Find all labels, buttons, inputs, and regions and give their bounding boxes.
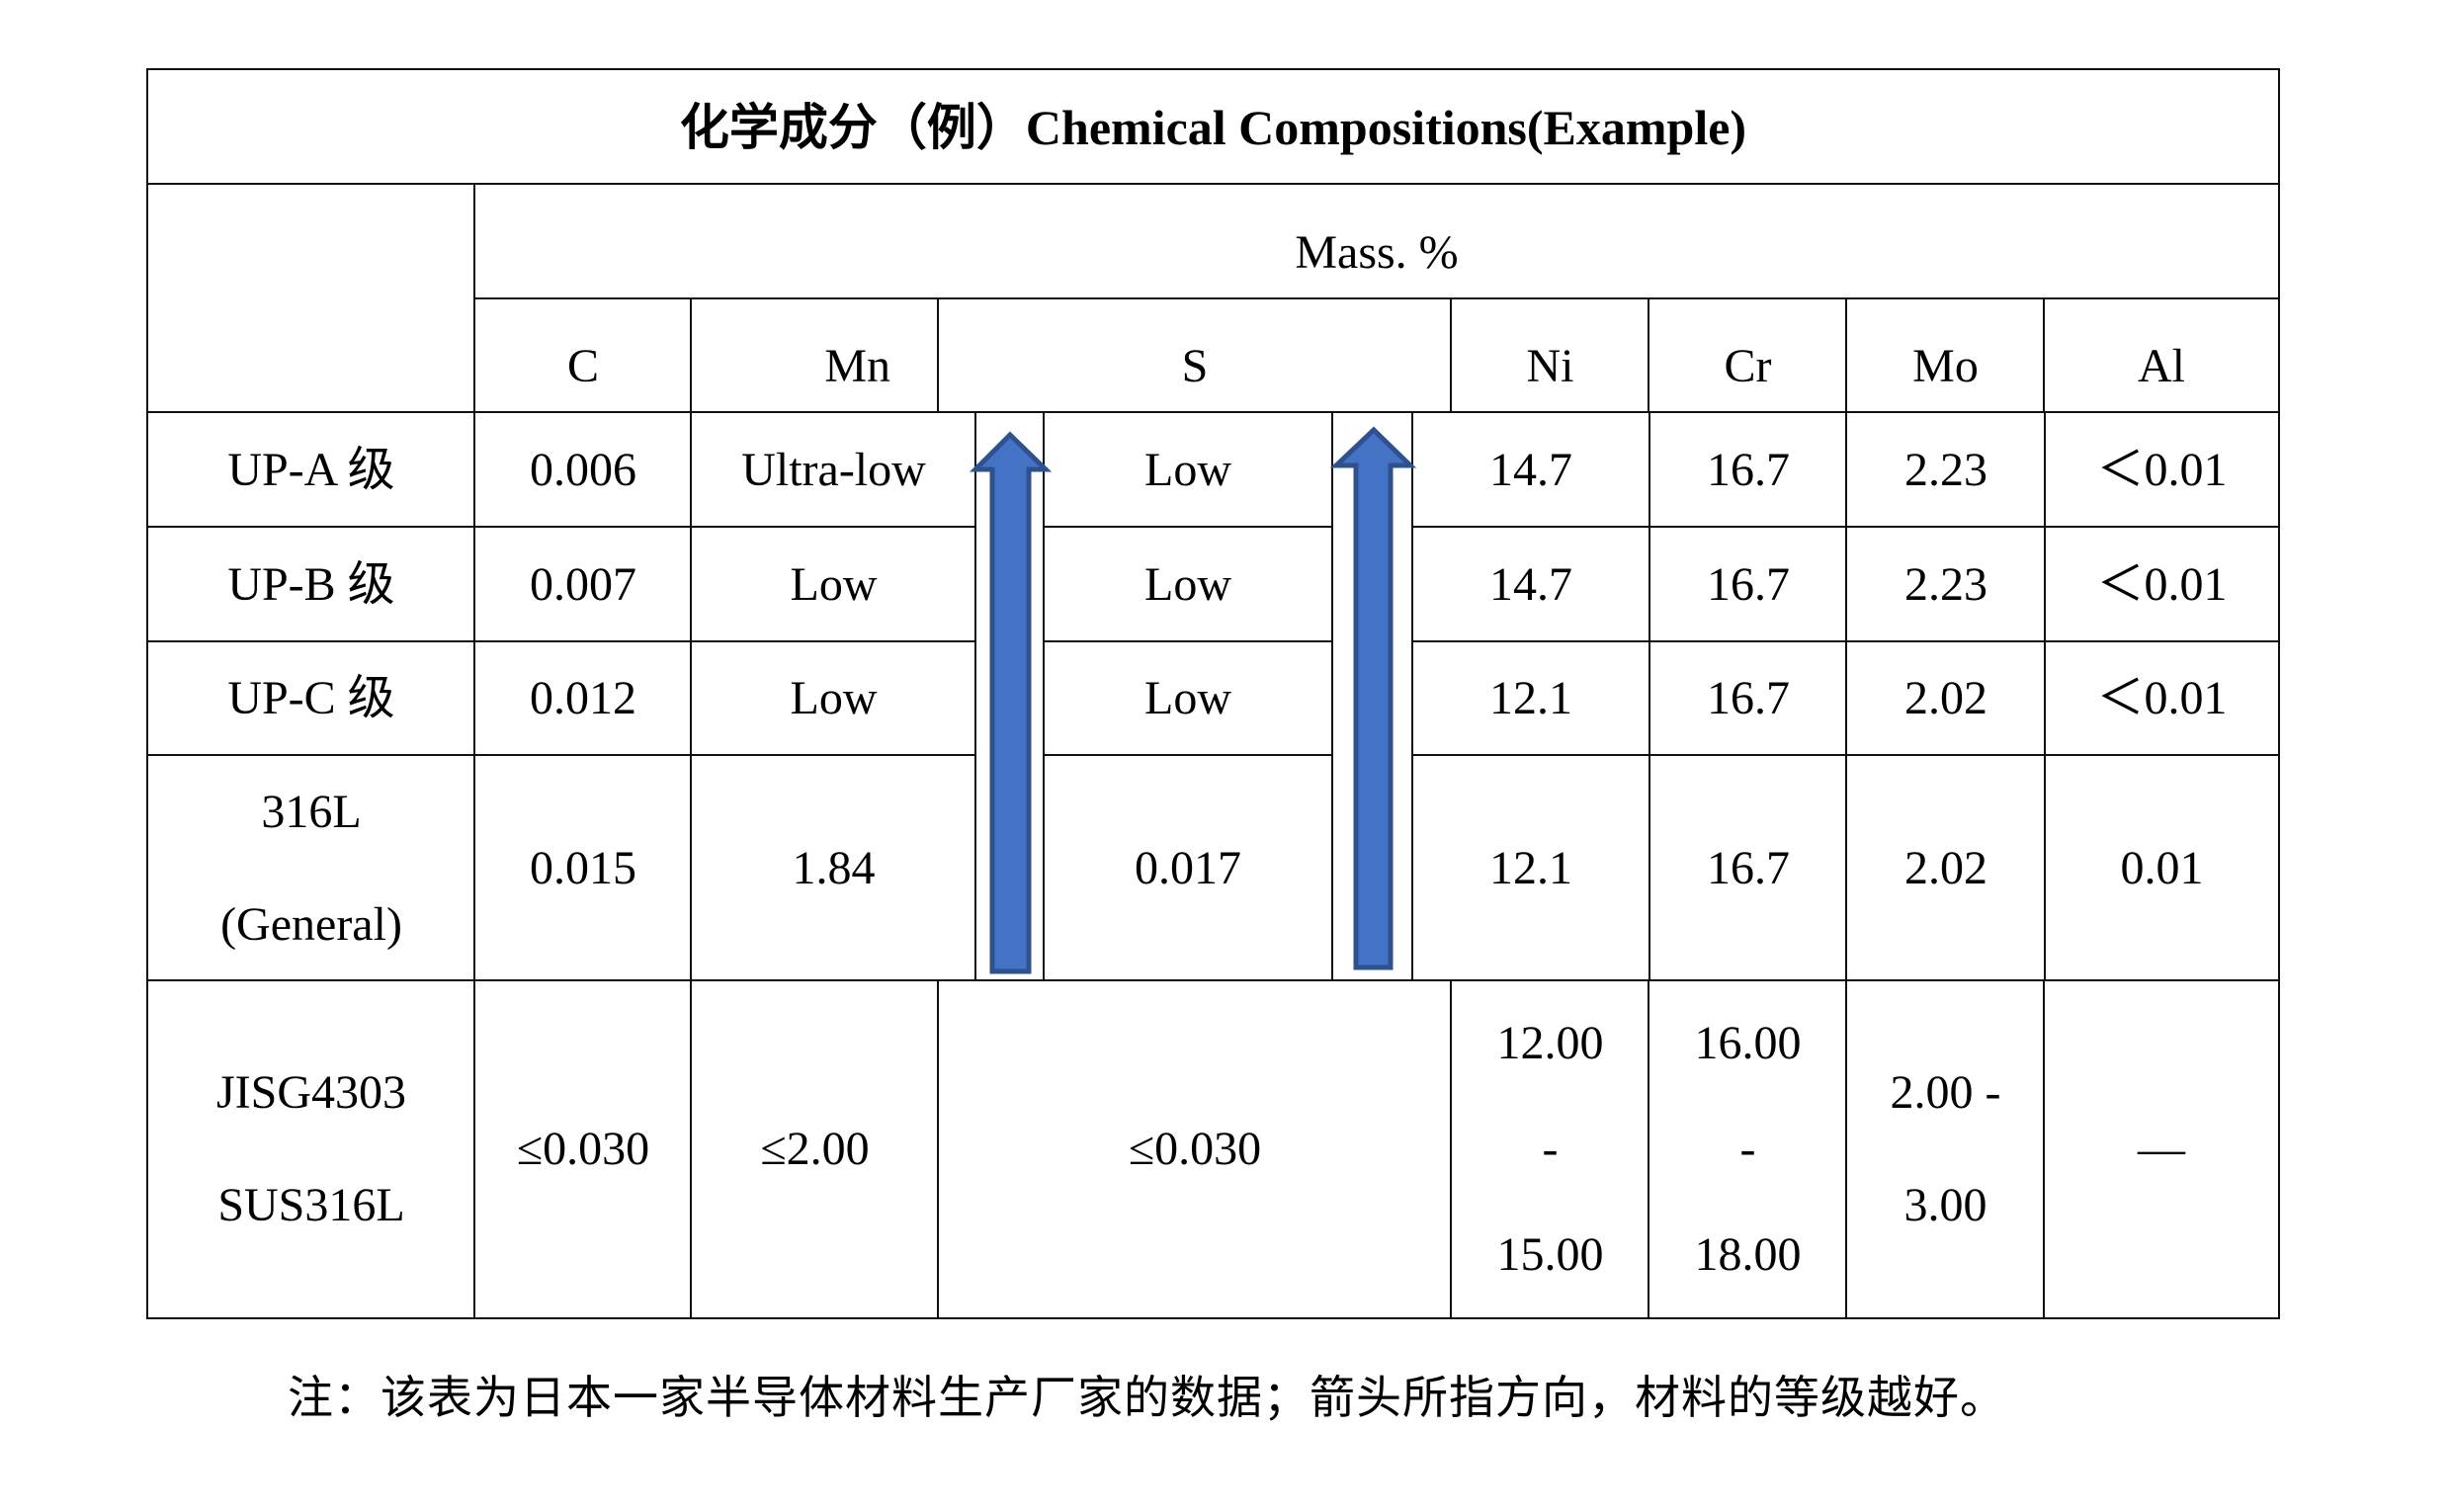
cell-value: 16.7 — [1707, 672, 1790, 724]
cell-value: 2.23 — [1904, 443, 1987, 496]
cell-value: 0.017 — [1135, 841, 1241, 894]
s-cell: 0.017 — [1042, 754, 1334, 982]
grade-sublabel: SUS316L — [217, 1179, 405, 1231]
al-cell: ＜0.01 — [2044, 640, 2280, 757]
unit-header: Mass. % — [473, 183, 2280, 300]
cell-value: ＜0.01 — [2096, 557, 2228, 611]
mo-cell: 2.23 — [1845, 526, 2047, 643]
c-cell: ≤0.030 — [473, 979, 693, 1319]
range-min: 2.00 - — [1890, 1066, 2001, 1119]
cr-cell: 16.7 — [1648, 640, 1848, 757]
cell-value: 1.84 — [792, 841, 876, 894]
s-cell: Low — [1042, 411, 1334, 529]
cell-value: — — [2138, 1123, 2185, 1175]
cell-value: ≤0.030 — [516, 1123, 650, 1175]
grade-label: UP-B 级 — [227, 557, 395, 611]
column-header-label: S — [1181, 340, 1209, 392]
mo-cell: 2.02 — [1845, 754, 2047, 982]
grade-cell: 316L (General) — [146, 754, 476, 982]
grade-label: UP-C 级 — [227, 672, 395, 724]
al-cell: ＜0.01 — [2044, 411, 2280, 529]
cell-value: 0.015 — [530, 841, 636, 894]
footnote: 注：该表为日本一家半导体材料生产厂家的数据；箭头所指方向，材料的等级越好。 — [288, 1371, 2006, 1424]
cell-value: 16.7 — [1707, 443, 1790, 496]
ni-cell: 12.00 - 15.00 — [1450, 979, 1650, 1319]
range-max: 18.00 — [1694, 1228, 1802, 1281]
cell-value: ＜0.01 — [2096, 443, 2228, 496]
c-cell: 0.006 — [473, 411, 693, 529]
cell-value: 0.006 — [530, 443, 636, 496]
mn-cell: Ultra-low — [690, 411, 977, 529]
cell-value: Low — [1144, 672, 1231, 724]
al-cell: ＜0.01 — [2044, 526, 2280, 643]
column-header-label: C — [566, 340, 599, 392]
ni-cell: 12.1 — [1410, 754, 1651, 982]
cell-value: Low — [1144, 557, 1231, 611]
column-header-al: Al — [2043, 297, 2280, 414]
mo-cell: 2.00 - 3.00 — [1845, 979, 2046, 1319]
c-cell: 0.015 — [473, 754, 693, 982]
column-header-label: Cr — [1724, 340, 1772, 392]
range-min: 12.00 — [1496, 1017, 1604, 1069]
cell-value: ≤2.00 — [760, 1123, 870, 1175]
cell-value: 16.7 — [1707, 557, 1790, 611]
column-header-label: Mn — [824, 340, 890, 392]
cell-value: 16.7 — [1707, 841, 1790, 894]
ni-cell: 14.7 — [1410, 526, 1651, 643]
grade-sublabel: (General) — [220, 897, 402, 951]
s-cell: Low — [1042, 526, 1334, 643]
cell-value: Low — [790, 557, 878, 611]
mo-cell: 2.02 — [1845, 640, 2047, 757]
mo-cell: 2.23 — [1845, 411, 2047, 529]
unit-header-label: Mass. % — [1295, 226, 1459, 279]
grade-label: UP-A 级 — [227, 443, 395, 496]
cell-value: 0.01 — [2120, 841, 2204, 894]
grade-label: 316L — [261, 785, 362, 838]
grade-cell: UP-C 级 — [146, 640, 476, 757]
column-header-mo: Mo — [1845, 297, 2046, 414]
grade-cell: JISG4303 SUS316L — [146, 979, 476, 1319]
grade-cell: UP-A 级 — [146, 411, 476, 529]
cell-value: 0.007 — [530, 557, 636, 611]
range-separator: - — [1542, 1123, 1559, 1175]
column-header-label: Al — [2138, 340, 2185, 392]
table-title-cell: 化学成分（例）Chemical Compositions(Example) — [146, 68, 2280, 186]
cell-value: ≤0.030 — [1128, 1123, 1262, 1175]
column-header-label: Mo — [1912, 340, 1979, 392]
cell-value: Low — [1144, 443, 1231, 496]
cell-value: ＜0.01 — [2096, 672, 2228, 724]
cell-value: Low — [790, 672, 878, 724]
cr-cell: 16.00 - 18.00 — [1648, 979, 1848, 1319]
table-title: 化学成分（例）Chemical Compositions(Example) — [679, 99, 1747, 155]
cell-value: Ultra-low — [741, 443, 926, 496]
cell-value: 2.23 — [1904, 557, 1987, 611]
range-separator: - — [1739, 1123, 1756, 1175]
range-max: 15.00 — [1496, 1228, 1604, 1281]
column-header-label: Ni — [1526, 340, 1574, 392]
c-cell: 0.007 — [473, 526, 693, 643]
cell-value: 2.02 — [1904, 672, 1987, 724]
column-header-s: S — [937, 297, 1453, 414]
cell-value: 12.1 — [1489, 672, 1572, 724]
range-min: 16.00 — [1694, 1017, 1802, 1069]
s-cell: ≤0.030 — [937, 979, 1453, 1319]
cell-value: 14.7 — [1489, 443, 1572, 496]
mn-cell: 1.84 — [690, 754, 977, 982]
al-cell: — — [2043, 979, 2280, 1319]
mn-cell: ≤2.00 — [690, 979, 940, 1319]
cell-value: 14.7 — [1489, 557, 1572, 611]
cell-value: 12.1 — [1489, 841, 1572, 894]
c-cell: 0.012 — [473, 640, 693, 757]
range-max: 3.00 — [1903, 1179, 1987, 1231]
cell-value: 0.012 — [530, 672, 636, 724]
cell-value: 2.02 — [1904, 841, 1987, 894]
grade-label: JISG4303 — [215, 1066, 407, 1119]
